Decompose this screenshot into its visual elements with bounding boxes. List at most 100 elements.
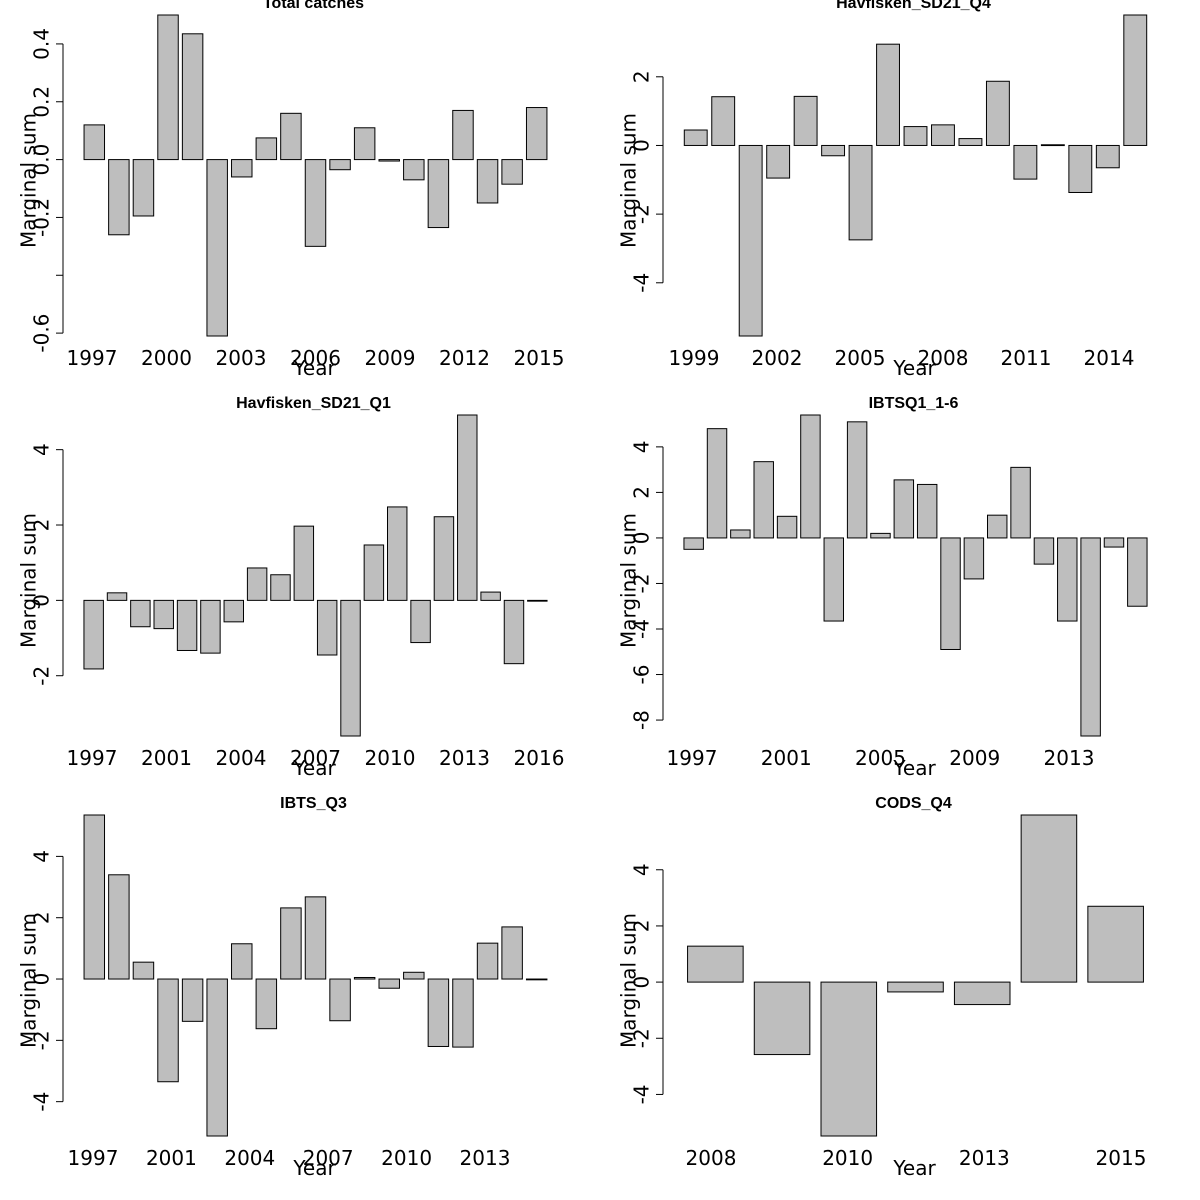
bar-2013 — [457, 414, 478, 601]
bar-1998 — [706, 428, 728, 539]
bar-2014 — [480, 591, 501, 601]
bar-2001 — [181, 33, 204, 161]
y-tick-label: 2 — [630, 70, 654, 83]
bar-2015 — [1103, 537, 1125, 548]
bar-2015 — [1123, 14, 1148, 146]
x-axis-label: Year — [292, 756, 336, 780]
bar-2003 — [231, 943, 253, 980]
x-tick-label: 2008 — [918, 346, 969, 370]
x-tick-label: 1997 — [68, 1146, 119, 1170]
bar-1999 — [132, 961, 155, 980]
x-tick-label: 2008 — [686, 1146, 737, 1170]
bar-1997 — [83, 599, 104, 670]
bar-2003 — [823, 537, 844, 622]
x-axis-label: Year — [892, 756, 936, 780]
x-tick-label: 2004 — [216, 746, 267, 770]
y-tick-label: -2 — [630, 573, 654, 593]
bar-2002 — [766, 144, 791, 179]
bar-2009 — [963, 537, 985, 580]
y-tick-label: 2 — [30, 519, 54, 532]
bar-2003 — [231, 159, 253, 178]
bar-2015 — [503, 599, 525, 665]
x-tick-label: 1997 — [667, 746, 718, 770]
y-tick-label: -2 — [630, 204, 654, 224]
y-tick-label: 4 — [630, 441, 654, 454]
bar-2012 — [452, 978, 474, 1048]
bar-2006 — [304, 159, 327, 247]
x-axis-label: Year — [292, 1156, 336, 1180]
bar-2016 — [1127, 537, 1148, 607]
bar-2007 — [329, 159, 351, 171]
x-tick-label: 2010 — [365, 746, 416, 770]
bar-2010 — [403, 971, 425, 980]
y-axis-label: Marginal sum — [617, 113, 641, 248]
bar-2015 — [525, 978, 548, 981]
y-tick-label: -4 — [630, 273, 654, 293]
x-tick-label: 2010 — [822, 1146, 873, 1170]
chart-title: IBTS_Q3 — [280, 795, 347, 812]
x-tick-label: 2003 — [216, 346, 267, 370]
bar-2007 — [903, 126, 928, 146]
bar-2011 — [1013, 144, 1038, 180]
bar-2003 — [223, 599, 245, 623]
bar-2010 — [403, 159, 425, 181]
bar-2008 — [687, 945, 744, 983]
bar-2012 — [452, 109, 474, 161]
x-tick-label: 2005 — [835, 346, 886, 370]
bar-2004 — [821, 144, 846, 157]
bar-2007 — [316, 599, 338, 656]
y-tick-label: 0.2 — [30, 86, 54, 118]
y-tick-label: 2 — [30, 911, 54, 924]
y-axis-label: Marginal sum — [617, 513, 641, 648]
bar-2000 — [153, 599, 174, 630]
y-axis-label: Marginal sum — [617, 913, 641, 1048]
bar-2009 — [753, 981, 811, 1056]
bar-1999 — [130, 599, 151, 628]
x-tick-label: 2013 — [1044, 746, 1095, 770]
bar-2013 — [1057, 537, 1078, 622]
bar-2002 — [206, 159, 228, 337]
y-tick-label: 4 — [630, 863, 654, 876]
bar-2005 — [280, 907, 302, 980]
y-axis-label: Marginal sum — [17, 113, 41, 248]
y-tick-label: 0 — [630, 139, 654, 152]
y-tick-label: 0 — [30, 594, 54, 607]
chart-panel-2: Havfisken_SD21_Q4 2 0 -2 -4 1999 2002 2005 2008 2… — [617, 0, 1148, 380]
x-tick-label: 2010 — [381, 1146, 432, 1170]
bar-2014 — [501, 159, 523, 185]
bar-2005 — [848, 144, 873, 241]
y-tick-label: -4 — [630, 1084, 654, 1104]
y-tick-label: -0.2 — [30, 198, 54, 237]
bar-2013 — [476, 942, 499, 980]
x-tick-label: 2012 — [439, 346, 490, 370]
x-tick-label: 2001 — [146, 1146, 197, 1170]
y-tick-label: 4 — [30, 850, 54, 863]
chart-panel-4: IBTSQ1_1-6 4 2 0 -2 -4 -6 -8 1997 2001 2005 2009 201… — [617, 395, 1148, 780]
y-tick-label: -0.6 — [30, 314, 54, 353]
x-axis-label: Year — [292, 356, 336, 380]
bar-1998 — [108, 874, 130, 980]
bar-2003 — [793, 95, 818, 146]
bar-2009 — [958, 138, 983, 146]
bar-2000 — [157, 978, 179, 1083]
chart-title: Havfisken_SD21_Q4 — [836, 0, 991, 12]
bar-1998 — [106, 592, 128, 601]
x-tick-label: 2000 — [141, 346, 192, 370]
y-tick-label: -2 — [630, 1028, 654, 1048]
y-tick-label: -8 — [630, 710, 654, 730]
bar-1997 — [83, 814, 106, 980]
bar-2010 — [820, 981, 878, 1137]
x-tick-label: 2015 — [514, 346, 565, 370]
bar-2013 — [476, 159, 499, 204]
chart-title: Total catches — [263, 0, 364, 12]
bar-2014 — [1020, 814, 1078, 983]
bar-2010 — [987, 514, 1008, 539]
bar-2012 — [433, 516, 455, 601]
bar-2010 — [387, 506, 408, 601]
bar-2009 — [363, 544, 385, 601]
chart-panel-1: Total catches 0.4 0.2 0.0 -0.2 -0.6 1997 2000 20… — [17, 0, 565, 380]
bar-2008 — [353, 976, 376, 980]
bar-2011 — [427, 159, 450, 229]
x-tick-label: 2002 — [752, 346, 803, 370]
bar-1997 — [83, 124, 106, 161]
